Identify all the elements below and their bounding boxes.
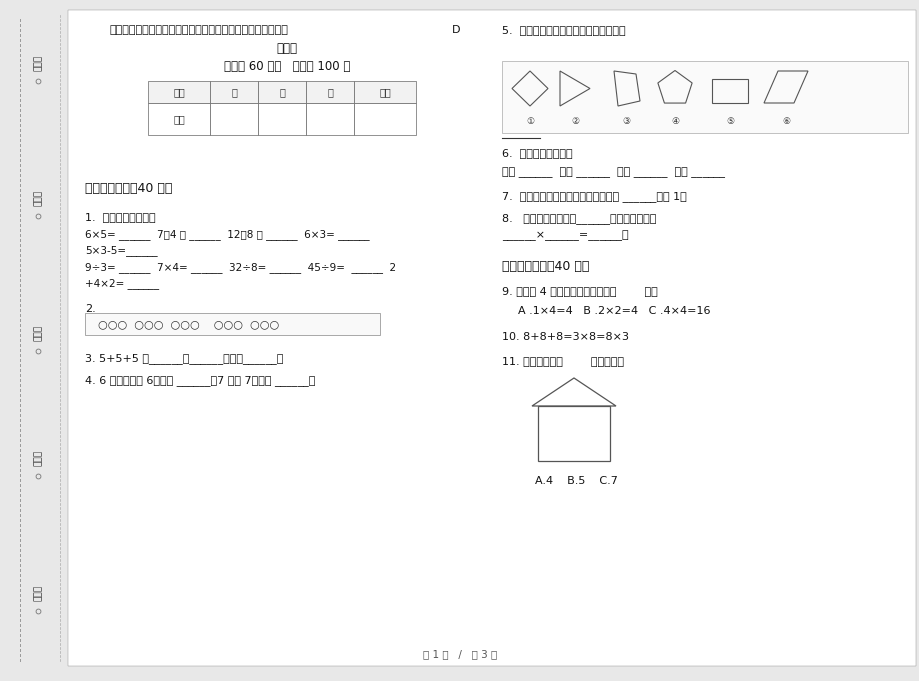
Text: A.4    B.5    C.7: A.4 B.5 C.7 bbox=[535, 476, 618, 486]
Text: A .1×4=4   B .2×2=4   C .4×4=16: A .1×4=4 B .2×2=4 C .4×4=16 bbox=[517, 306, 709, 316]
Text: ①: ① bbox=[526, 116, 534, 125]
Text: +4×2= ______: +4×2= ______ bbox=[85, 279, 159, 289]
Bar bbox=[257, 81, 306, 103]
Text: 二五 ______  三三 ______  四四 ______  一一 ______: 二五 ______ 三三 ______ 四四 ______ 一一 ______ bbox=[502, 168, 724, 178]
Text: 时间： 60 分钟   满分： 100 分: 时间： 60 分钟 满分： 100 分 bbox=[223, 61, 350, 74]
Text: 9÷3= ______  7×4= ______  32÷8= ______  45÷9=  ______  2: 9÷3= ______ 7×4= ______ 32÷8= ______ 45÷… bbox=[85, 263, 396, 274]
Text: 最新人教版过关试题精选二年级上学期小学数学期中模拟试卷: 最新人教版过关试题精选二年级上学期小学数学期中模拟试卷 bbox=[110, 25, 289, 35]
Text: ④: ④ bbox=[670, 116, 678, 125]
Text: 一、基础练习（40 分）: 一、基础练习（40 分） bbox=[85, 182, 172, 195]
Bar bbox=[354, 81, 415, 103]
Text: 二: 二 bbox=[278, 87, 285, 97]
Text: 11. 下图中，有（        ）个直角。: 11. 下图中，有（ ）个直角。 bbox=[502, 356, 623, 366]
Text: 6.  把口诀补充完整。: 6. 把口诀补充完整。 bbox=[502, 148, 572, 158]
Text: 姓名：: 姓名： bbox=[33, 325, 42, 341]
Text: 3. 5+5+5 是______个______，和是______。: 3. 5+5+5 是______个______，和是______。 bbox=[85, 353, 283, 364]
Bar bbox=[538, 406, 609, 461]
Bar bbox=[210, 103, 257, 135]
Text: 二、综合练习（40 分）: 二、综合练习（40 分） bbox=[502, 259, 589, 272]
Bar bbox=[711, 79, 747, 103]
Bar bbox=[354, 103, 415, 135]
Text: 4. 6 个加数都是 6，和是 ______，7 除以 7，商是 ______。: 4. 6 个加数都是 6，和是 ______，7 除以 7，商是 ______。 bbox=[85, 375, 315, 386]
Text: ______×______=______。: ______×______=______。 bbox=[502, 231, 628, 241]
Text: 5.  哪些是四边形？将序号填在横线上。: 5. 哪些是四边形？将序号填在横线上。 bbox=[502, 25, 625, 35]
Bar bbox=[210, 81, 257, 103]
Text: ○○○  ○○○  ○○○    ○○○  ○○○: ○○○ ○○○ ○○○ ○○○ ○○○ bbox=[98, 319, 279, 329]
Text: ②: ② bbox=[571, 116, 578, 125]
Text: 考场：: 考场： bbox=[33, 190, 42, 206]
Bar bbox=[306, 103, 354, 135]
Text: 题号: 题号 bbox=[173, 87, 185, 97]
Text: 7.  笔算两位数加法，个位满十，要向 ______位进 1。: 7. 笔算两位数加法，个位满十，要向 ______位进 1。 bbox=[502, 191, 686, 202]
Bar bbox=[257, 103, 306, 135]
Text: 一: 一 bbox=[231, 87, 237, 97]
Text: 三: 三 bbox=[327, 87, 333, 97]
Bar bbox=[502, 61, 907, 133]
Text: 考号：: 考号： bbox=[33, 55, 42, 71]
Text: 得分: 得分 bbox=[173, 114, 185, 124]
Bar bbox=[306, 81, 354, 103]
Bar bbox=[148, 81, 210, 103]
Text: 8.   我最喜欢的口诀是______，它可以计算：: 8. 我最喜欢的口诀是______，它可以计算： bbox=[502, 214, 655, 225]
Text: 第 1 页   /   共 3 页: 第 1 页 / 共 3 页 bbox=[423, 649, 496, 659]
Text: 学校：: 学校： bbox=[33, 585, 42, 601]
Text: 1.  我是计算小能手。: 1. 我是计算小能手。 bbox=[85, 212, 155, 222]
Text: 2.: 2. bbox=[85, 304, 96, 314]
Text: 10. 8+8+8=3×8=8×3: 10. 8+8+8=3×8=8×3 bbox=[502, 332, 629, 342]
Text: ⑥: ⑥ bbox=[781, 116, 789, 125]
Text: 9. 不能用 4 的乘法口诀计算的是（        ）。: 9. 不能用 4 的乘法口诀计算的是（ ）。 bbox=[502, 286, 657, 296]
Text: 5×3-5=______: 5×3-5=______ bbox=[85, 246, 157, 257]
Text: 班级：: 班级： bbox=[33, 450, 42, 466]
Text: 6×5= ______  7＋4 ＝ ______  12－8 ＝ ______  6×3= ______: 6×5= ______ 7＋4 ＝ ______ 12－8 ＝ ______ 6… bbox=[85, 229, 369, 240]
Bar bbox=[85, 313, 380, 335]
Text: 卷练习: 卷练习 bbox=[277, 42, 297, 55]
Bar bbox=[148, 103, 210, 135]
Text: ③: ③ bbox=[621, 116, 630, 125]
Text: D: D bbox=[451, 25, 460, 35]
Text: 总分: 总分 bbox=[379, 87, 391, 97]
Text: ⑤: ⑤ bbox=[725, 116, 733, 125]
